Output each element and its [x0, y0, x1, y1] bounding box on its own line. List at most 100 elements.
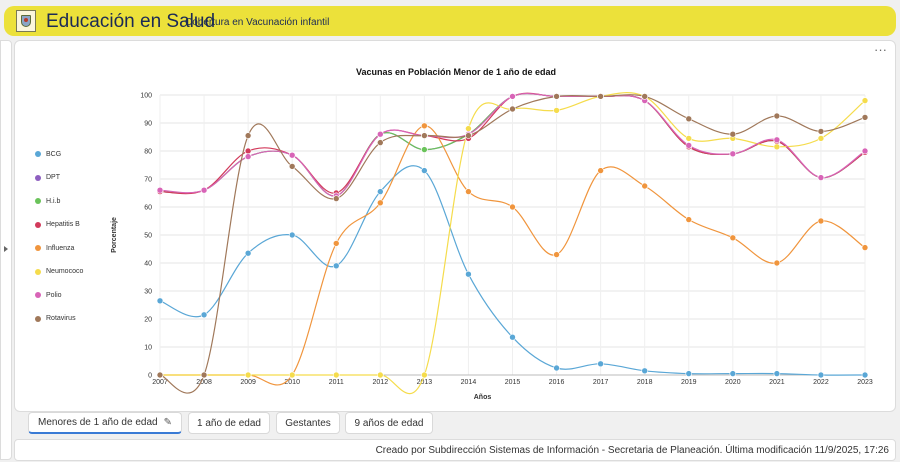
- x-tick-label: 2020: [725, 379, 741, 386]
- data-point: [244, 147, 252, 155]
- data-point: [332, 195, 340, 202]
- tab-menores-1-anio[interactable]: Menores de 1 año de edad ✎: [28, 412, 182, 434]
- x-tick-label: 2017: [593, 379, 609, 386]
- data-point: [641, 182, 648, 190]
- data-point: [288, 231, 296, 239]
- legend-label: Neumococo: [46, 268, 84, 275]
- side-panel-toggle[interactable]: [0, 40, 12, 460]
- data-point: [156, 371, 164, 379]
- data-point: [861, 114, 869, 121]
- app-subtitle: Cobertura en Vacunación infantil: [185, 17, 330, 28]
- data-point: [685, 135, 693, 142]
- data-point: [685, 216, 693, 223]
- y-tick-label: 60: [144, 205, 152, 212]
- tab-9-anios[interactable]: 9 años de edad: [345, 412, 433, 434]
- data-point: [421, 167, 428, 174]
- x-tick-label: 2012: [373, 379, 389, 386]
- data-point: [861, 97, 869, 104]
- x-tick-label: 2019: [681, 379, 697, 386]
- data-point: [817, 371, 825, 379]
- legend-item[interactable]: Rotavirus: [35, 314, 76, 324]
- line-chart: 0 10 20 30 40 50 60 70 80 90 100 2007 2008 2009 2010 20…: [111, 92, 873, 401]
- data-point: [244, 153, 252, 160]
- legend-item[interactable]: BCG: [35, 149, 61, 159]
- data-point: [244, 132, 252, 139]
- data-point: [597, 93, 604, 100]
- data-point: [465, 125, 472, 132]
- chart-title: Vacunas en Población Menor de 1 año de e…: [355, 67, 557, 77]
- data-point: [421, 371, 428, 379]
- app-header: Educación en Salud Cobertura en Vacunaci…: [4, 6, 896, 36]
- tab-label: 1 año de edad: [197, 417, 261, 429]
- data-point: [817, 128, 825, 135]
- data-point: [509, 333, 516, 341]
- legend-item[interactable]: Polio: [35, 290, 62, 300]
- data-point: [200, 371, 208, 379]
- data-point: [861, 371, 869, 379]
- footer-bar: Creado por Subdirección Sistemas de Info…: [14, 439, 896, 461]
- tab-label: Gestantes: [285, 417, 331, 429]
- x-axis-label: Años: [474, 394, 492, 401]
- data-point: [156, 297, 164, 305]
- data-point: [465, 270, 472, 278]
- data-point: [553, 364, 560, 372]
- data-point: [553, 107, 560, 114]
- more-options-icon[interactable]: ···: [874, 42, 887, 57]
- tab-label: Menores de 1 año de edad: [38, 417, 158, 428]
- legend-item[interactable]: Influenza: [35, 243, 74, 253]
- chart-panel: ··· Vacunas en Población Menor de 1 año …: [14, 40, 896, 412]
- y-tick-label: 90: [144, 121, 152, 128]
- data-point: [244, 371, 252, 379]
- data-point: [377, 371, 384, 379]
- x-tick-label: 2008: [196, 379, 212, 386]
- data-point: [244, 249, 252, 257]
- data-point: [377, 130, 384, 138]
- tab-1-anio[interactable]: 1 año de edad: [188, 412, 270, 434]
- coat-of-arms-logo: [16, 10, 36, 32]
- x-tick-label: 2011: [329, 379, 344, 386]
- data-point: [200, 311, 208, 319]
- x-tick-label: 2014: [461, 379, 477, 386]
- data-point: [156, 186, 164, 194]
- data-point: [685, 142, 693, 149]
- x-tick-label: 2015: [505, 379, 521, 386]
- data-point: [509, 203, 516, 211]
- y-tick-label: 70: [144, 177, 152, 184]
- data-point: [553, 251, 560, 258]
- data-point: [729, 150, 737, 158]
- data-point: [288, 371, 296, 379]
- legend-label: BCG: [46, 150, 62, 158]
- legend-item[interactable]: Neumococo: [35, 267, 83, 277]
- edit-pencil-icon[interactable]: ✎: [163, 417, 172, 428]
- x-tick-label: 2007: [152, 379, 168, 386]
- x-tick-label: 2009: [240, 379, 256, 386]
- x-tick-label: 2022: [813, 379, 829, 386]
- data-point: [421, 146, 428, 153]
- legend-item[interactable]: H.i.b: [35, 196, 60, 206]
- x-tick-label: 2010: [284, 379, 300, 386]
- data-point: [509, 93, 516, 100]
- legend-label: H.i.b: [46, 197, 61, 205]
- legend-item[interactable]: DPT: [35, 173, 60, 183]
- tab-label: 9 años de edad: [354, 417, 424, 429]
- legend-item[interactable]: Hepatitis B: [35, 220, 80, 230]
- legend-marker: [35, 221, 41, 228]
- series-line: [159, 165, 866, 376]
- data-point: [377, 139, 384, 146]
- data-point: [597, 360, 604, 368]
- data-point: [421, 122, 428, 130]
- x-tick-label: 2021: [769, 379, 785, 386]
- data-point: [509, 105, 516, 113]
- series-line: [160, 125, 866, 386]
- data-point: [861, 244, 869, 251]
- legend-label: Polio: [46, 291, 62, 299]
- legend-label: Hepatitis B: [46, 221, 80, 228]
- y-tick-label: 50: [144, 233, 152, 240]
- data-point: [553, 93, 560, 100]
- legend-marker: [35, 245, 41, 251]
- legend-marker: [35, 315, 41, 322]
- data-point: [377, 188, 384, 195]
- data-point: [465, 188, 472, 195]
- x-tick-label: 2016: [549, 379, 565, 386]
- tab-gestantes[interactable]: Gestantes: [276, 412, 340, 434]
